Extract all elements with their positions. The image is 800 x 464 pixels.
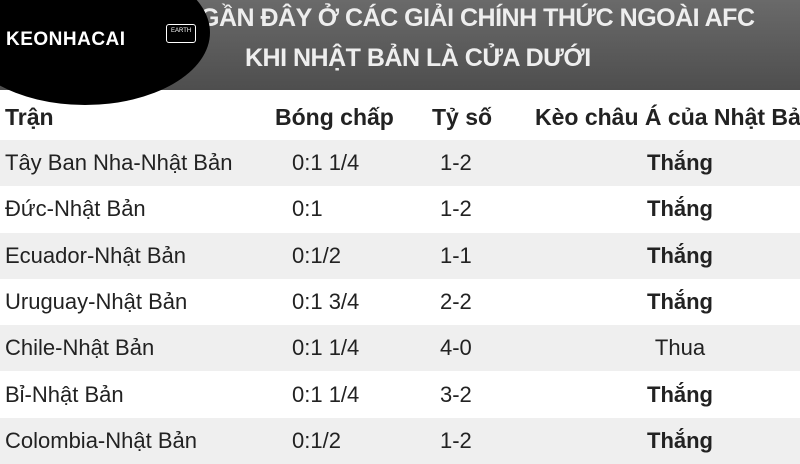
table-cell: 4-0 xyxy=(440,335,472,361)
logo-badge: EARTH xyxy=(166,24,197,43)
table-cell: Tây Ban Nha-Nhật Bản xyxy=(5,150,233,175)
column-header: Tỷ số xyxy=(432,104,493,130)
column-header: Trận xyxy=(5,104,54,130)
table-row: Ecuador-Nhật Bản 0:1/2 1-1 Thắng xyxy=(0,232,800,279)
table-cell: 0:1 1/4 xyxy=(292,335,360,361)
table-cell: 0:1 xyxy=(292,196,323,222)
table-row: Uruguay-Nhật Bản 0:1 3/4 2-2 Thắng xyxy=(0,279,800,325)
table-cell: Thắng xyxy=(647,381,713,407)
table-cell: Thắng xyxy=(647,196,713,222)
table-cell: 1-2 xyxy=(440,427,472,453)
table-cell: 0:1 1/4 xyxy=(292,150,360,175)
table-row: Chile-Nhật Bản 0:1 1/4 4-0 Thua xyxy=(0,325,800,372)
table-cell: Thua xyxy=(654,335,706,361)
table-row: Bỉ-Nhật Bản 0:1 1/4 3-2 Thắng xyxy=(0,372,800,418)
table-row: Đức-Nhật Bản 0:1 1-2 Thắng xyxy=(0,186,800,232)
table-cell: Chile-Nhật Bản xyxy=(5,335,155,361)
table-cell: 0:1/2 xyxy=(292,427,341,453)
table-cell: Colombia-Nhật Bản xyxy=(5,427,197,453)
table-cell: Thắng xyxy=(647,288,713,314)
table-cell: Đức-Nhật Bản xyxy=(5,196,146,222)
logo-name: KEONHACAI xyxy=(6,29,126,50)
table-cell: 3-2 xyxy=(440,381,472,407)
table-cell: Ecuador-Nhật Bản xyxy=(5,242,186,268)
column-header: Bóng chấp xyxy=(275,104,394,130)
table-row: Tây Ban Nha-Nhật Bản 0:1 1/4 1-2 Thắng xyxy=(0,140,800,186)
table-cell: 2-2 xyxy=(440,288,472,314)
table-cell: 1-1 xyxy=(440,242,472,268)
table-cell: Thắng xyxy=(647,427,713,453)
table-cell: Thắng xyxy=(647,150,713,175)
table-cell: 0:1 3/4 xyxy=(292,288,360,314)
table-cell: 1-2 xyxy=(440,196,472,222)
title-line: GẦN ĐÂY Ở CÁC GIẢI CHÍNH THỨC NGOÀI AFC xyxy=(200,4,755,32)
table-cell: Uruguay-Nhật Bản xyxy=(5,288,188,314)
table-cell: 0:1 1/4 xyxy=(292,381,360,407)
table-cell: Bỉ-Nhật Bản xyxy=(5,381,124,407)
table-header: Trận Bóng chấp Tỷ số Kèo châu Á của Nhật… xyxy=(0,94,800,140)
table-cell: 0:1/2 xyxy=(292,242,341,268)
column-header: Kèo châu Á của Nhật Bản xyxy=(535,104,800,130)
table-cell: 1-2 xyxy=(440,150,472,175)
table-row: Colombia-Nhật Bản 0:1/2 1-2 Thắng xyxy=(0,417,800,464)
table-cell: Thắng xyxy=(647,242,713,268)
title-line: KHI NHẬT BẢN LÀ CỬA DƯỚI xyxy=(245,44,591,72)
